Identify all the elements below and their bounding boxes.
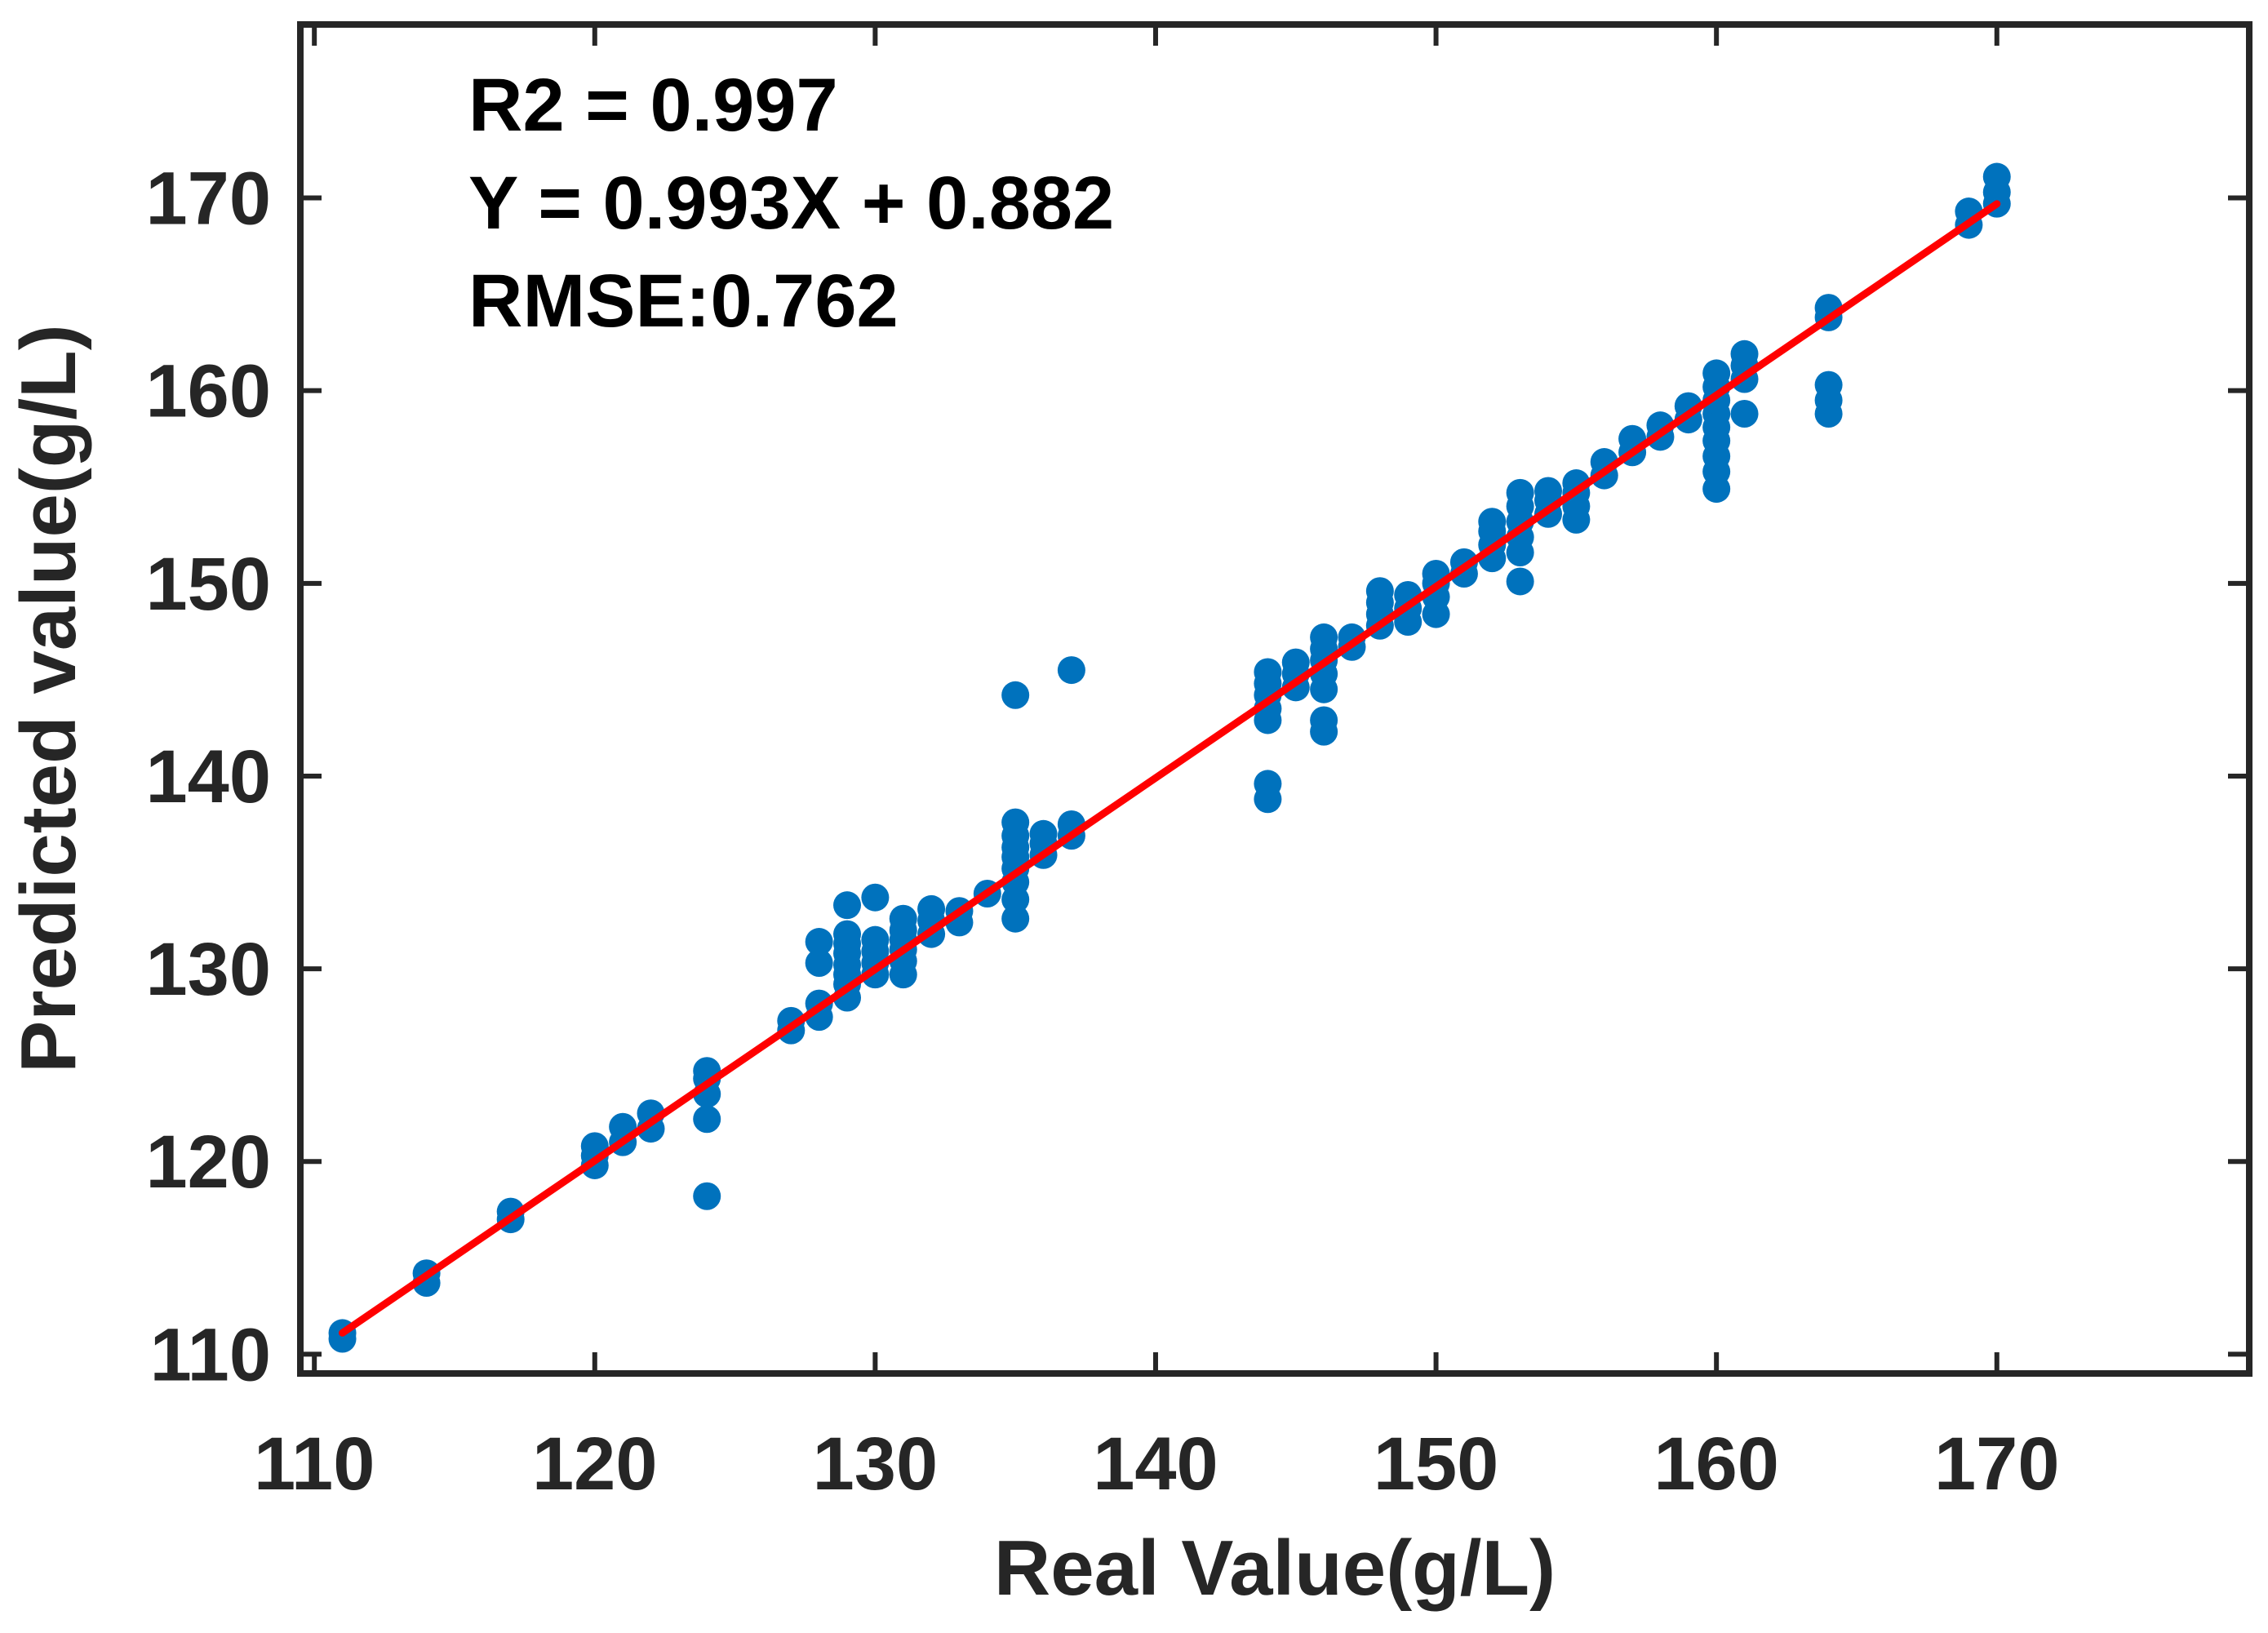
x-axis-ticks: 110 120 130 140 150 160 170 <box>254 24 2060 1506</box>
data-point <box>693 1105 721 1134</box>
x-tick-label: 140 <box>1093 1422 1218 1506</box>
data-point <box>1702 359 1731 388</box>
data-point <box>1506 478 1534 507</box>
data-point <box>833 920 862 948</box>
y-tick-label: 160 <box>146 350 272 433</box>
data-point <box>861 883 890 912</box>
data-point <box>1730 400 1759 428</box>
data-point <box>1001 681 1030 709</box>
data-point <box>805 928 833 956</box>
data-point <box>861 925 890 954</box>
fit-line <box>339 200 2001 1337</box>
data-point <box>1029 819 1058 848</box>
data-point <box>1281 648 1310 677</box>
data-point <box>1506 567 1534 596</box>
x-tick-label: 160 <box>1653 1422 1779 1506</box>
data-point <box>1478 508 1507 536</box>
data-point <box>1814 371 1843 399</box>
y-tick-label: 170 <box>146 158 272 241</box>
data-point <box>1365 577 1394 606</box>
x-tick-label: 120 <box>532 1422 658 1506</box>
data-point <box>805 949 833 978</box>
data-point <box>833 891 862 920</box>
data-point <box>917 894 946 923</box>
data-point <box>889 904 917 933</box>
data-point <box>1001 808 1030 836</box>
data-point <box>1982 162 2011 191</box>
data-point <box>693 1182 721 1210</box>
x-tick-label: 130 <box>813 1422 939 1506</box>
data-point <box>1338 623 1366 651</box>
x-tick-label: 150 <box>1374 1422 1499 1506</box>
data-point <box>1057 656 1085 685</box>
y-axis-ticks: 110 120 130 140 150 160 170 <box>146 158 2249 1396</box>
x-tick-label: 110 <box>254 1422 375 1506</box>
y-tick-label: 140 <box>146 735 272 819</box>
annotation-rmse: RMSE:0.762 <box>468 260 899 343</box>
data-point <box>1254 770 1282 798</box>
x-axis-label: Real Value(g/L) <box>994 1524 1556 1612</box>
data-point <box>1254 658 1282 686</box>
data-point <box>1534 477 1563 505</box>
y-tick-label: 120 <box>146 1120 272 1204</box>
data-point <box>1730 339 1759 368</box>
annotation-equation: Y = 0.993X + 0.882 <box>468 162 1114 245</box>
data-point <box>1310 706 1338 734</box>
y-tick-label: 110 <box>150 1313 271 1396</box>
y-tick-label: 150 <box>146 543 272 626</box>
x-tick-label: 170 <box>1934 1422 2060 1506</box>
annotation-r2: R2 = 0.997 <box>468 64 838 147</box>
data-point <box>1310 623 1338 651</box>
data-point <box>1001 904 1030 933</box>
y-tick-label: 130 <box>146 928 272 1011</box>
y-axis-label: Predicted value(g/L) <box>5 324 92 1073</box>
